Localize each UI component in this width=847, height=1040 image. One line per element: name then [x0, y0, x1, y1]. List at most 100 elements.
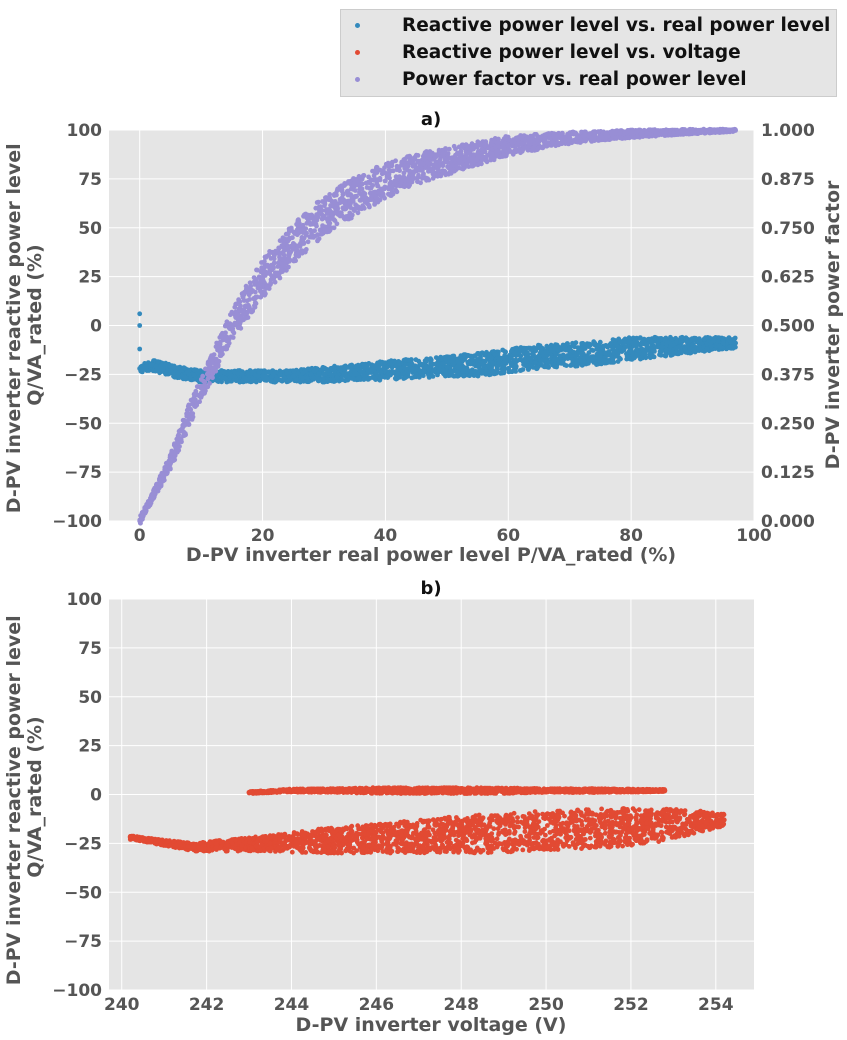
- data-point: [608, 341, 614, 346]
- data-point: [579, 341, 585, 346]
- data-point: [191, 372, 197, 378]
- data-point: [383, 178, 388, 184]
- data-point: [146, 502, 152, 508]
- data-point: [225, 379, 231, 384]
- data-point: [447, 164, 453, 170]
- y2-tick-label: 0.625: [761, 268, 815, 288]
- data-point: [334, 375, 340, 380]
- data-point: [213, 356, 219, 362]
- data-point: [206, 363, 212, 368]
- data-point: [443, 355, 449, 361]
- data-point: [175, 365, 181, 371]
- data-point: [332, 199, 338, 204]
- data-point: [283, 267, 289, 273]
- data-point: [281, 375, 287, 380]
- data-point: [617, 356, 623, 362]
- data-point: [243, 376, 249, 382]
- data-point: [175, 371, 181, 377]
- data-point: [545, 364, 551, 370]
- data-point: [546, 132, 552, 137]
- data-point: [626, 339, 631, 345]
- data-point: [674, 339, 679, 344]
- data-point: [600, 345, 605, 351]
- panel-b: 240 242 244 246 248 250 252 254 1007550250−25−5…: [3, 578, 754, 1036]
- data-point: [718, 344, 724, 350]
- y-tick-label: 50: [78, 219, 102, 239]
- data-point: [296, 243, 302, 249]
- data-point: [137, 518, 143, 524]
- data-point: [544, 350, 550, 355]
- data-point: [496, 136, 501, 142]
- data-point: [487, 354, 493, 359]
- y-tick-label: 0: [90, 317, 102, 337]
- data-point: [308, 227, 313, 233]
- data-point: [316, 371, 322, 377]
- data-point: [395, 371, 401, 377]
- data-point: [610, 346, 616, 351]
- data-point: [300, 375, 305, 381]
- data-point: [525, 147, 531, 153]
- data-point: [634, 339, 640, 345]
- data-point: [402, 182, 408, 188]
- y2-tick-label: 0.875: [761, 170, 815, 190]
- data-point: [168, 368, 173, 373]
- data-point: [315, 238, 320, 244]
- data-point: [475, 151, 480, 156]
- data-point: [186, 422, 191, 427]
- data-point: [257, 377, 263, 383]
- data-point: [451, 361, 456, 367]
- data-point: [137, 366, 143, 371]
- data-point: [237, 316, 243, 322]
- data-point: [268, 256, 274, 261]
- data-point: [322, 201, 328, 207]
- data-point: [705, 335, 711, 340]
- data-point: [658, 352, 664, 358]
- data-point: [502, 349, 508, 354]
- data-point: [589, 347, 594, 353]
- data-point: [379, 189, 384, 195]
- data-point: [175, 433, 181, 439]
- data-point: [161, 362, 167, 368]
- data-point: [361, 362, 367, 367]
- data-point: [312, 368, 317, 374]
- data-point: [308, 371, 314, 377]
- data-point: [667, 340, 673, 346]
- data-point: [521, 346, 527, 351]
- data-point: [300, 238, 305, 243]
- data-point: [137, 346, 143, 352]
- data-point: [262, 291, 267, 297]
- data-point: [252, 304, 258, 310]
- data-point: [263, 375, 269, 381]
- data-point: [268, 378, 274, 384]
- data-point: [433, 173, 438, 179]
- data-point: [176, 447, 182, 453]
- data-point: [198, 385, 204, 391]
- data-point: [634, 134, 640, 140]
- data-point: [649, 346, 655, 352]
- data-point: [683, 349, 689, 355]
- data-point: [323, 195, 328, 201]
- data-point: [373, 194, 378, 199]
- data-point: [424, 356, 429, 362]
- data-point: [396, 164, 402, 170]
- data-point: [564, 347, 570, 352]
- data-point: [189, 417, 195, 422]
- data-point: [448, 155, 454, 161]
- data-point: [598, 133, 603, 139]
- data-point: [678, 337, 684, 343]
- data-point: [305, 366, 311, 372]
- data-point: [182, 418, 188, 424]
- data-point: [366, 202, 372, 208]
- data-point: [728, 344, 734, 349]
- data-point: [357, 206, 363, 212]
- data-point: [526, 345, 532, 351]
- data-point: [428, 373, 434, 379]
- data-point: [141, 367, 147, 372]
- data-point: [389, 163, 395, 169]
- data-point: [533, 360, 538, 365]
- data-point: [200, 373, 206, 379]
- data-point: [316, 375, 321, 381]
- data-point: [690, 129, 695, 135]
- data-point: [518, 353, 524, 359]
